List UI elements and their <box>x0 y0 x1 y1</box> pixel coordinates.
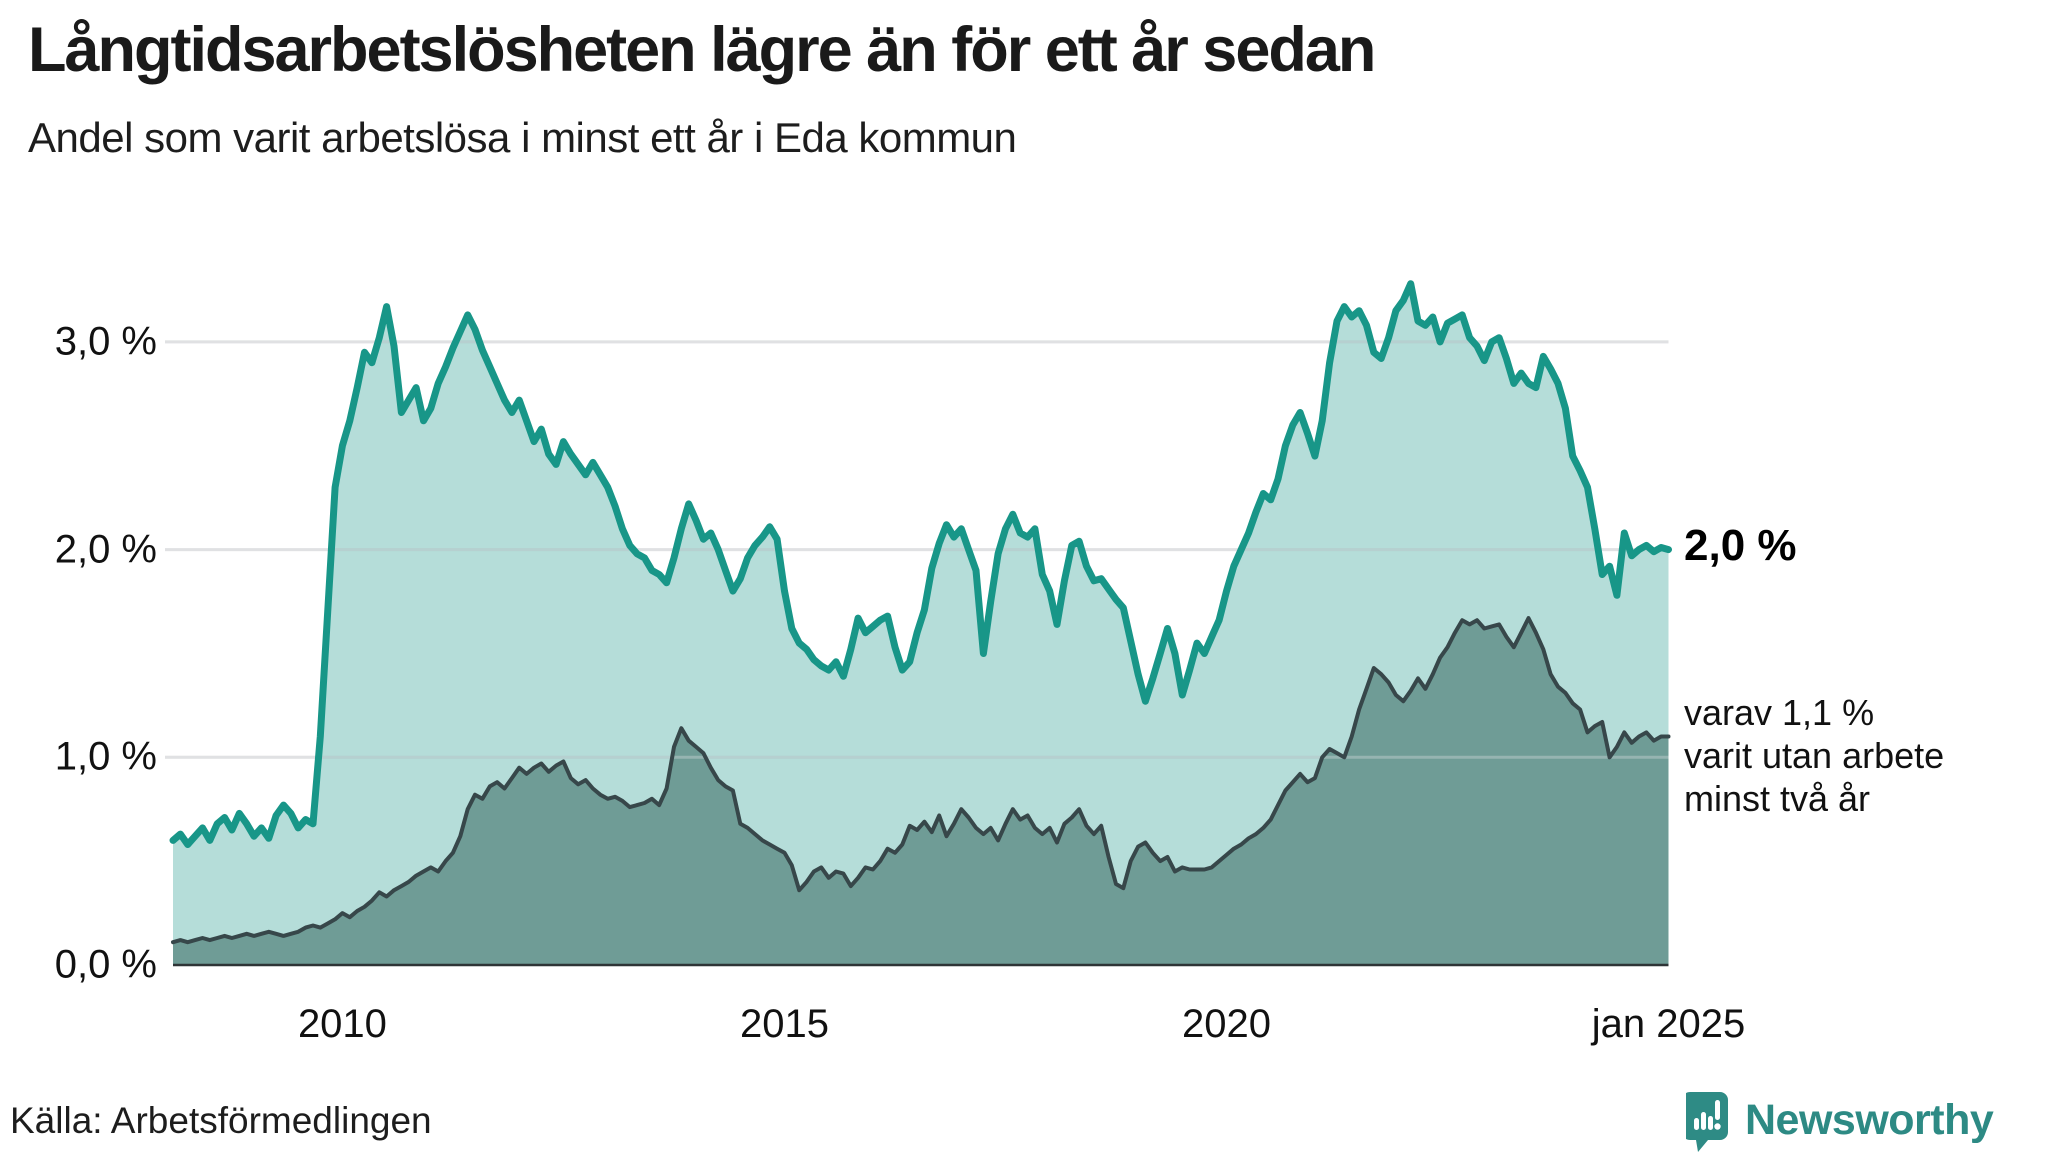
y-tick-label: 1,0 % <box>54 734 157 779</box>
newsworthy-bubble-icon <box>1686 1092 1728 1152</box>
secondary-series-annotation: varav 1,1 % varit utan arbete minst två … <box>1684 691 1944 820</box>
brand-name: Newsworthy <box>1745 1096 1994 1144</box>
page-title: Långtidsarbetslösheten lägre än för ett … <box>28 15 1376 85</box>
secondary-annotation-line3: minst två år <box>1684 778 1871 819</box>
x-tick-label: 2020 <box>1181 1002 1271 1046</box>
y-tick-label: 0,0 % <box>54 942 157 987</box>
secondary-annotation-line2: varit utan arbete <box>1684 735 1945 776</box>
line-unemployed-1yr <box>169 280 1672 848</box>
y-tick-label: 3,0 % <box>54 319 157 364</box>
x-tick-label: 2015 <box>739 1002 829 1046</box>
area-unemployed-2yr <box>173 618 1669 965</box>
x-tick-label: 2010 <box>297 1002 387 1046</box>
brand-logo: Newsworthy <box>1686 1092 1994 1152</box>
source-note: Källa: Arbetsförmedlingen <box>10 1100 432 1141</box>
latest-value-annotation: 2,0 % <box>1684 521 1797 570</box>
chart-subtitle: Andel som varit arbetslösa i minst ett å… <box>28 114 1017 161</box>
secondary-annotation-line1: varav 1,1 % <box>1684 692 1875 733</box>
line-unemployed-2yr <box>171 616 1671 945</box>
x-tick-label: jan 2025 <box>1591 1002 1746 1046</box>
y-tick-label: 2,0 % <box>54 527 157 572</box>
